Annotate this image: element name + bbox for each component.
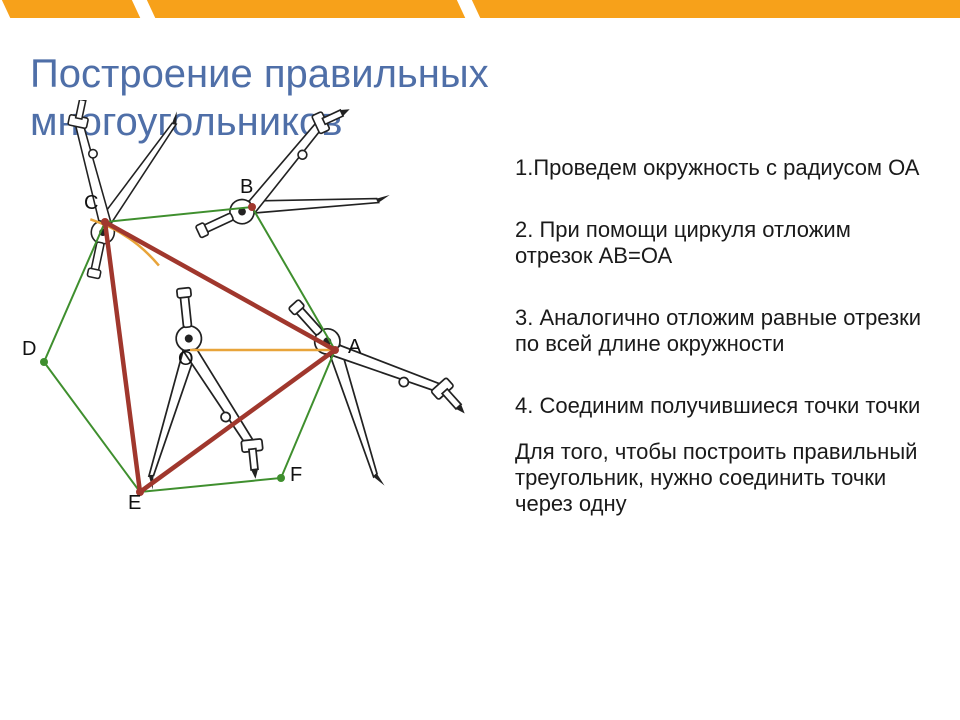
label-B: B [240, 176, 253, 199]
step-1: 1.Проведем окружность с радиусом ОА [515, 155, 925, 181]
construction-diagram: A B C D E F O [0, 100, 520, 570]
step-note: Для того, чтобы построить правильный тре… [515, 439, 925, 517]
header-bar [145, 0, 465, 18]
vertex-D [40, 358, 48, 366]
vertex-C [101, 218, 109, 226]
vertex-F [277, 474, 285, 482]
compass-icon [252, 261, 473, 487]
step-2: 2. При помощи циркуля отложим отрезок АВ… [515, 217, 925, 269]
diagram-svg [0, 100, 520, 570]
header-bars [0, 0, 960, 26]
header-bar [0, 0, 140, 18]
header-bar [470, 0, 960, 18]
label-F: F [290, 464, 302, 487]
label-D: D [22, 338, 36, 361]
step-3: 3. Аналогично отложим равные отрезки по … [515, 305, 925, 357]
inscribed-triangle [105, 222, 335, 492]
step-4: 4. Соединим получившиеся точки точки [515, 393, 925, 419]
label-C: C [84, 192, 98, 215]
label-O: O [178, 348, 194, 371]
label-E: E [128, 492, 141, 515]
compass-icon [174, 100, 391, 277]
compass-icon [130, 282, 266, 490]
steps-list: 1.Проведем окружность с радиусом ОА 2. П… [515, 155, 925, 517]
vertex-A [331, 346, 339, 354]
label-A: A [348, 336, 361, 359]
vertex-B [248, 203, 256, 211]
